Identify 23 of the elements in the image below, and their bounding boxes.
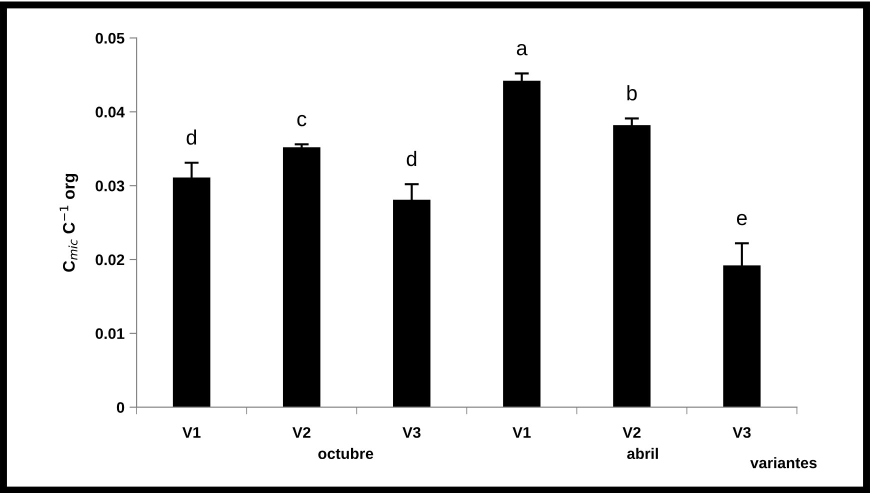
text: abril [627,448,658,460]
x-tick-label: V2 [292,427,310,438]
y-tick-label: 0.04 [96,106,125,118]
y-tick-label: 0.05 [96,32,124,44]
data-label: c [297,114,306,126]
x-tick-label: V3 [402,427,421,438]
data-label: b [627,85,637,100]
x-tick-label: V1 [512,427,531,438]
y-tick-label: 0.03 [96,180,124,192]
x-tick-label: V3 [732,427,751,438]
data-label: a [516,44,528,56]
y-tick-label: 0.02 [96,254,124,266]
y-axis-title: C$_{mic}$ C$^{−1}$ org [60,174,78,272]
x-tick-label: V2 [622,427,641,438]
data-label: e [736,214,747,226]
bar [282,147,320,408]
y-tick-label: 0.01 [96,328,124,340]
data-label: d [406,150,416,166]
data-label: d [186,129,196,145]
y-tick-label: 0 [116,402,124,413]
x-axis-title: variantes [750,457,817,468]
x-tick-label: V1 [182,427,201,438]
text: octubre [318,448,374,460]
